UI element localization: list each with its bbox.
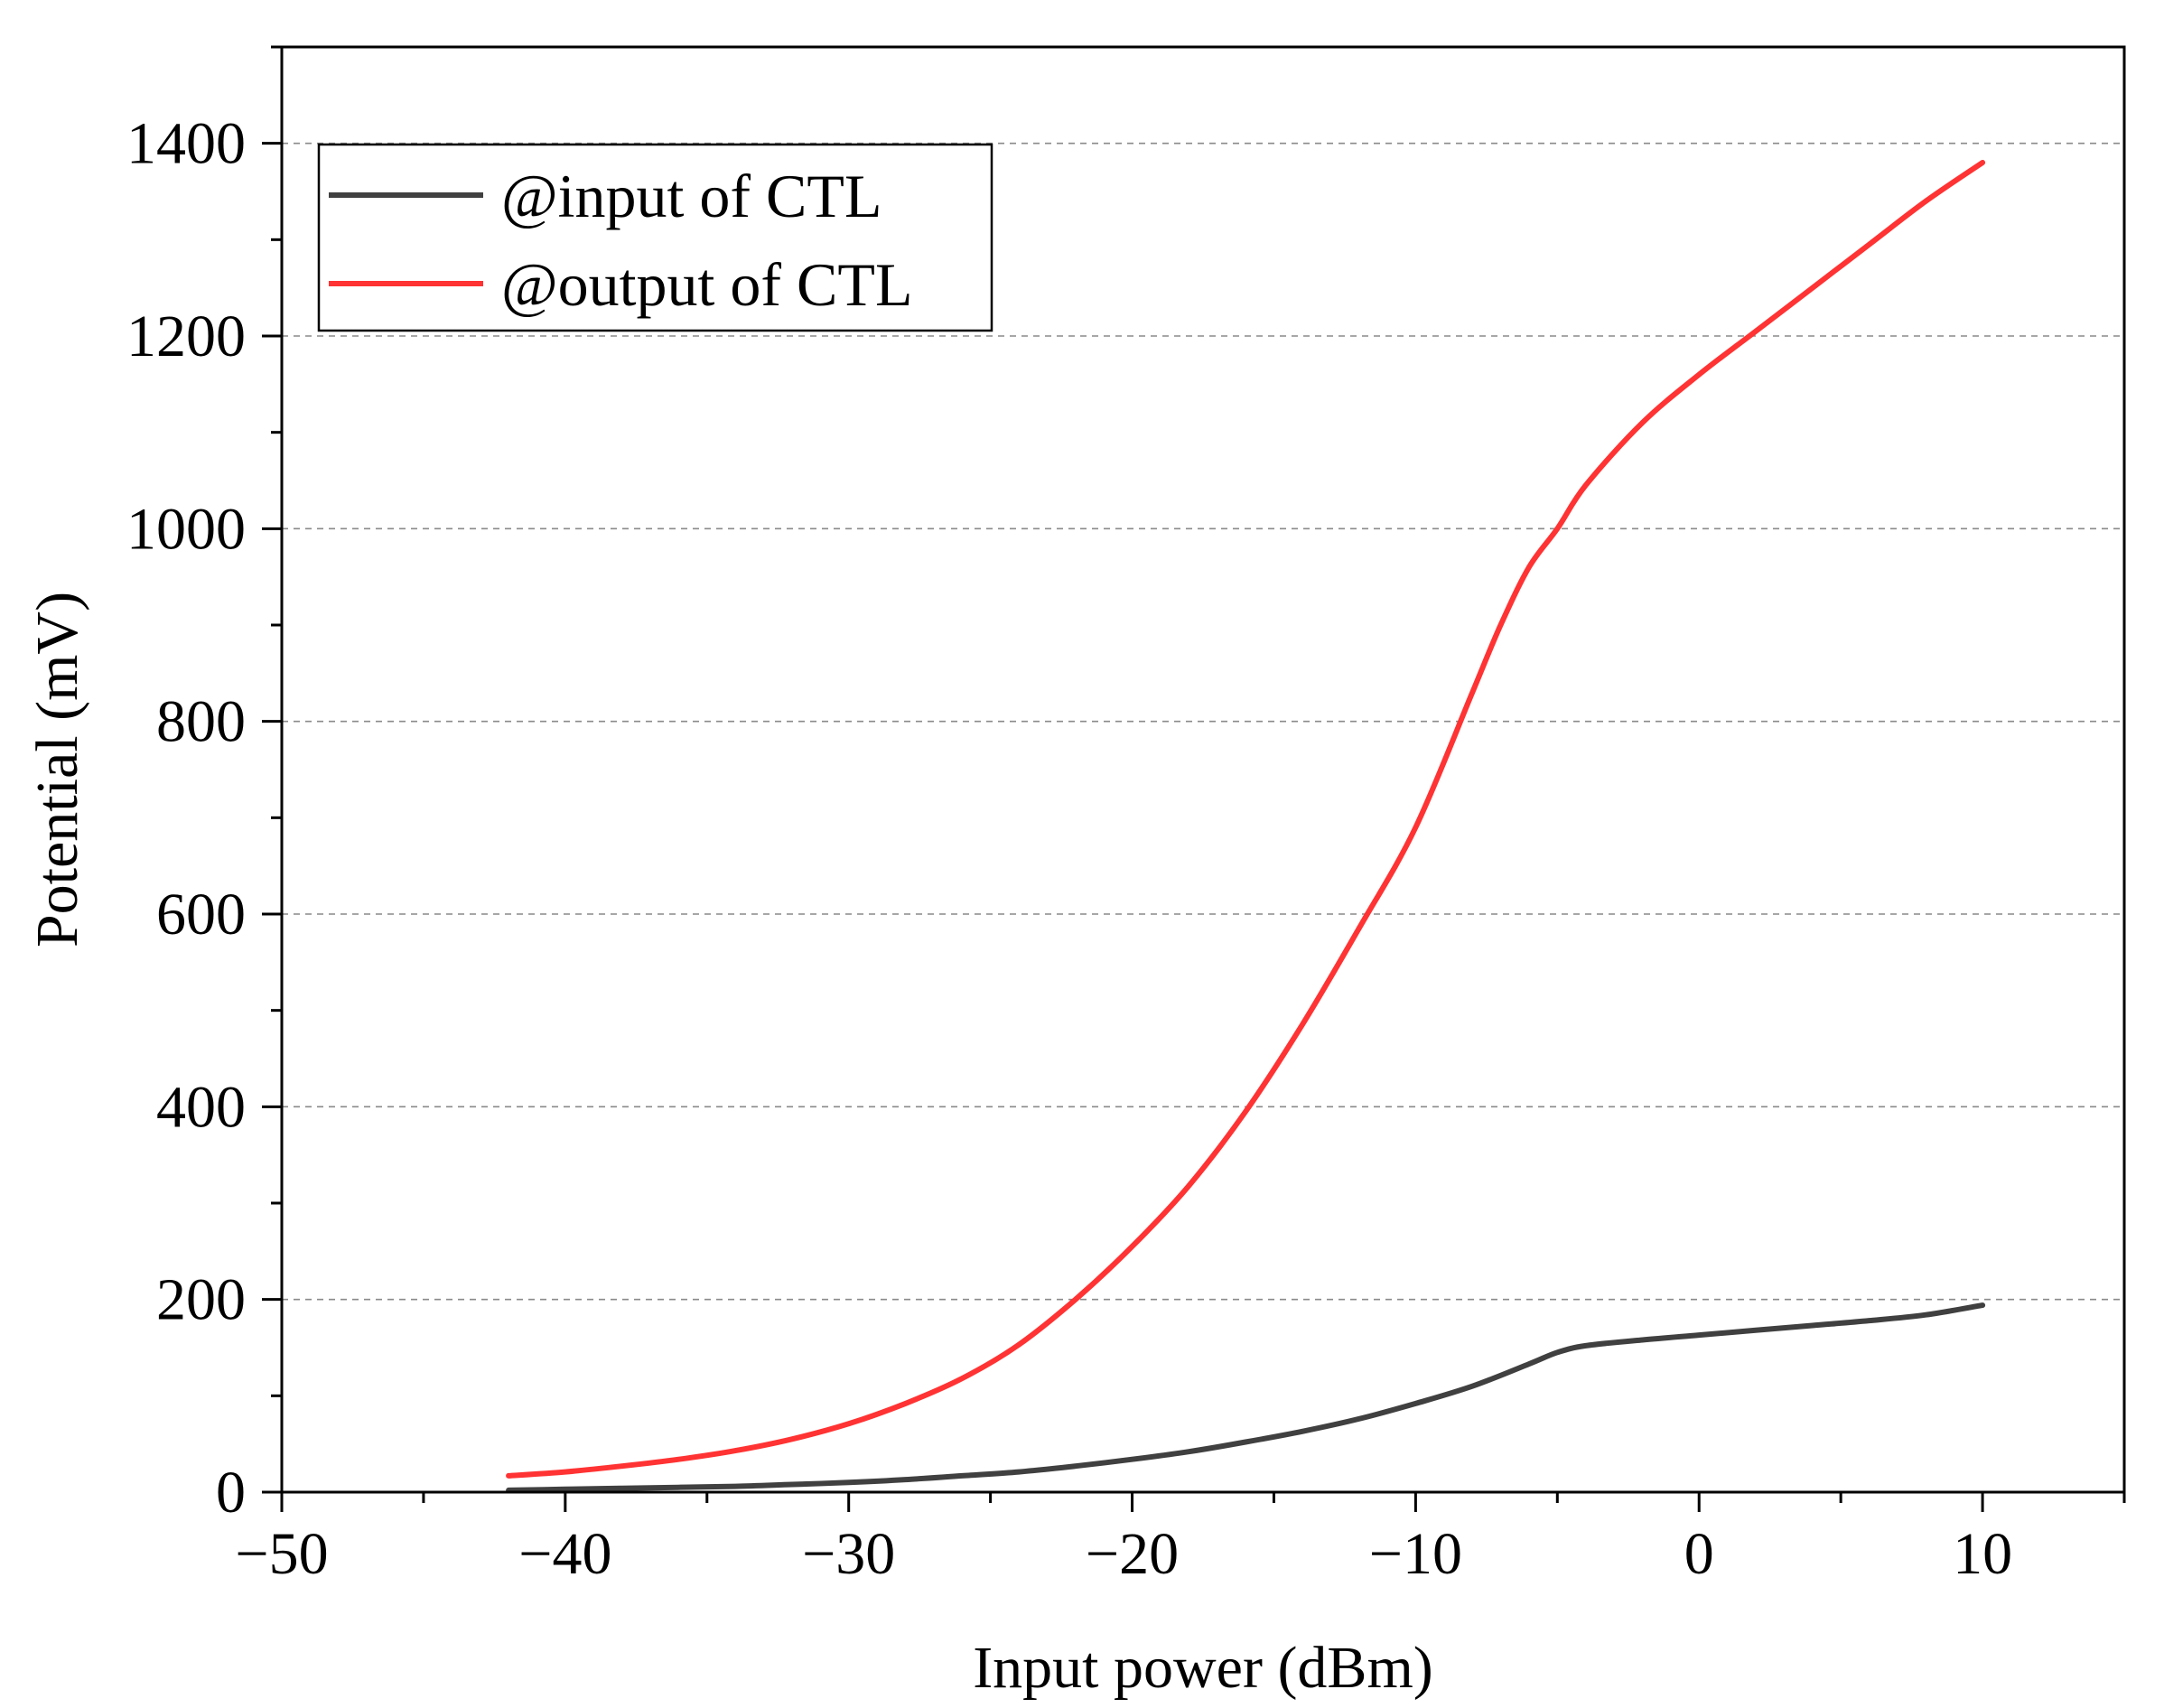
y-tick-label: 800: [156, 689, 246, 755]
series-line-output: [506, 160, 1986, 1479]
tick-layer: −50 −40 −30 −20 −10 0 100200400600800100012001…: [126, 45, 2126, 1587]
series-layer: [506, 160, 1986, 1493]
x-tick-label: −10: [1369, 1521, 1462, 1587]
legend-label-input: @input of CTL: [501, 162, 881, 230]
y-axis-label: Potential (mV): [24, 592, 90, 947]
y-tick-label: 200: [156, 1267, 246, 1333]
x-tick-label: −50: [235, 1521, 328, 1587]
y-tick-label: 1000: [126, 496, 246, 562]
y-tick-label: 600: [156, 882, 246, 947]
x-tick-label: −40: [518, 1521, 611, 1587]
grid-layer: [282, 142, 2124, 1301]
x-tick-label: 10: [1953, 1521, 2012, 1587]
legend-box: [317, 143, 993, 332]
legend: @input of CTL @output of CTL: [317, 143, 993, 332]
y-tick-label: 1400: [126, 111, 246, 177]
x-tick-label: −20: [1086, 1521, 1179, 1587]
plot-frame: [280, 45, 2126, 1494]
x-tick-label: 0: [1684, 1521, 1714, 1587]
y-tick-label: 400: [156, 1074, 246, 1140]
y-tick-label: 1200: [126, 303, 246, 369]
series-line-input: [506, 1302, 1986, 1493]
x-axis-label: Input power (dBm): [973, 1635, 1433, 1701]
x-tick-label: −30: [802, 1521, 895, 1587]
y-tick-label: 0: [216, 1460, 246, 1526]
legend-label-output: @output of CTL: [501, 250, 912, 319]
